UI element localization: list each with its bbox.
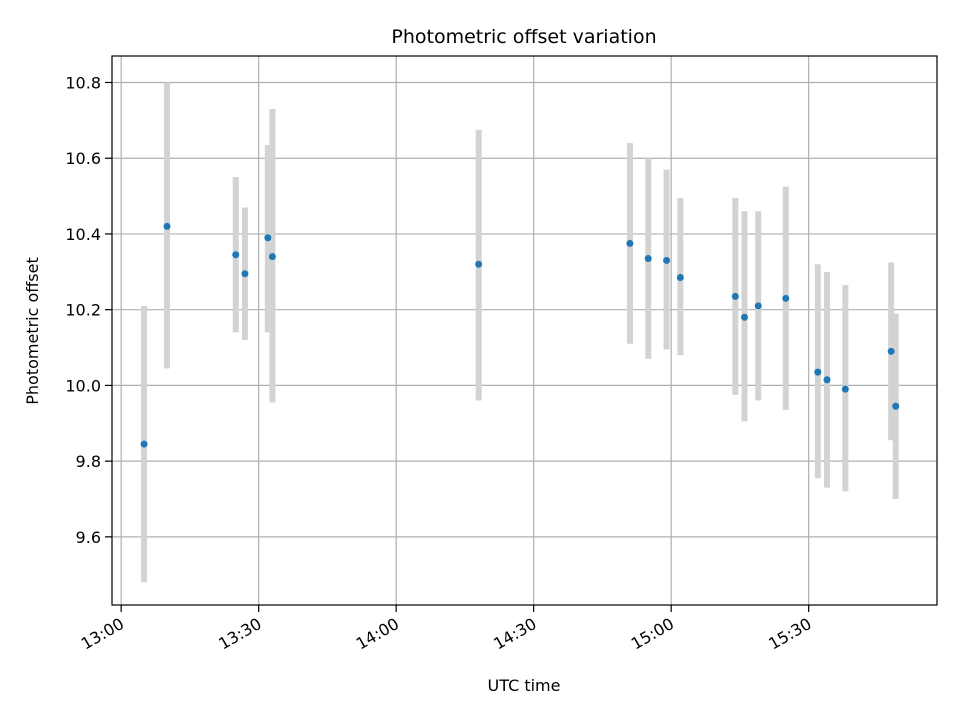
y-tick-label: 9.8 [76, 452, 101, 471]
data-point [140, 440, 148, 448]
data-point [741, 313, 748, 321]
data-point [163, 222, 171, 230]
data-point [823, 376, 831, 384]
plot-frame [111, 55, 938, 606]
y-tick-label: 10.4 [65, 225, 101, 244]
data-points [140, 222, 900, 448]
grid-lines [112, 56, 937, 605]
data-point [892, 402, 900, 410]
chart-title: Photometric offset variation [391, 26, 656, 48]
data-point [232, 251, 240, 259]
y-tick-label: 10.0 [65, 376, 101, 395]
data-point [754, 302, 762, 310]
y-tick-label: 10.6 [65, 149, 101, 168]
data-point [264, 234, 272, 242]
data-point [841, 385, 849, 393]
y-axis-label: Photometric offset [23, 257, 42, 405]
data-point [475, 260, 483, 268]
data-point [782, 294, 790, 302]
data-point [663, 256, 671, 264]
x-axis-label: UTC time [488, 676, 561, 695]
y-tick-label: 10.2 [65, 301, 101, 320]
data-point [676, 273, 684, 281]
data-point [887, 347, 895, 355]
data-point [644, 255, 652, 263]
data-point [731, 292, 739, 300]
data-point [626, 239, 634, 247]
y-tick-label: 10.8 [65, 74, 101, 93]
data-point [814, 368, 822, 376]
y-tick-label: 9.6 [76, 528, 101, 547]
data-point [241, 270, 249, 278]
data-point [268, 253, 276, 261]
